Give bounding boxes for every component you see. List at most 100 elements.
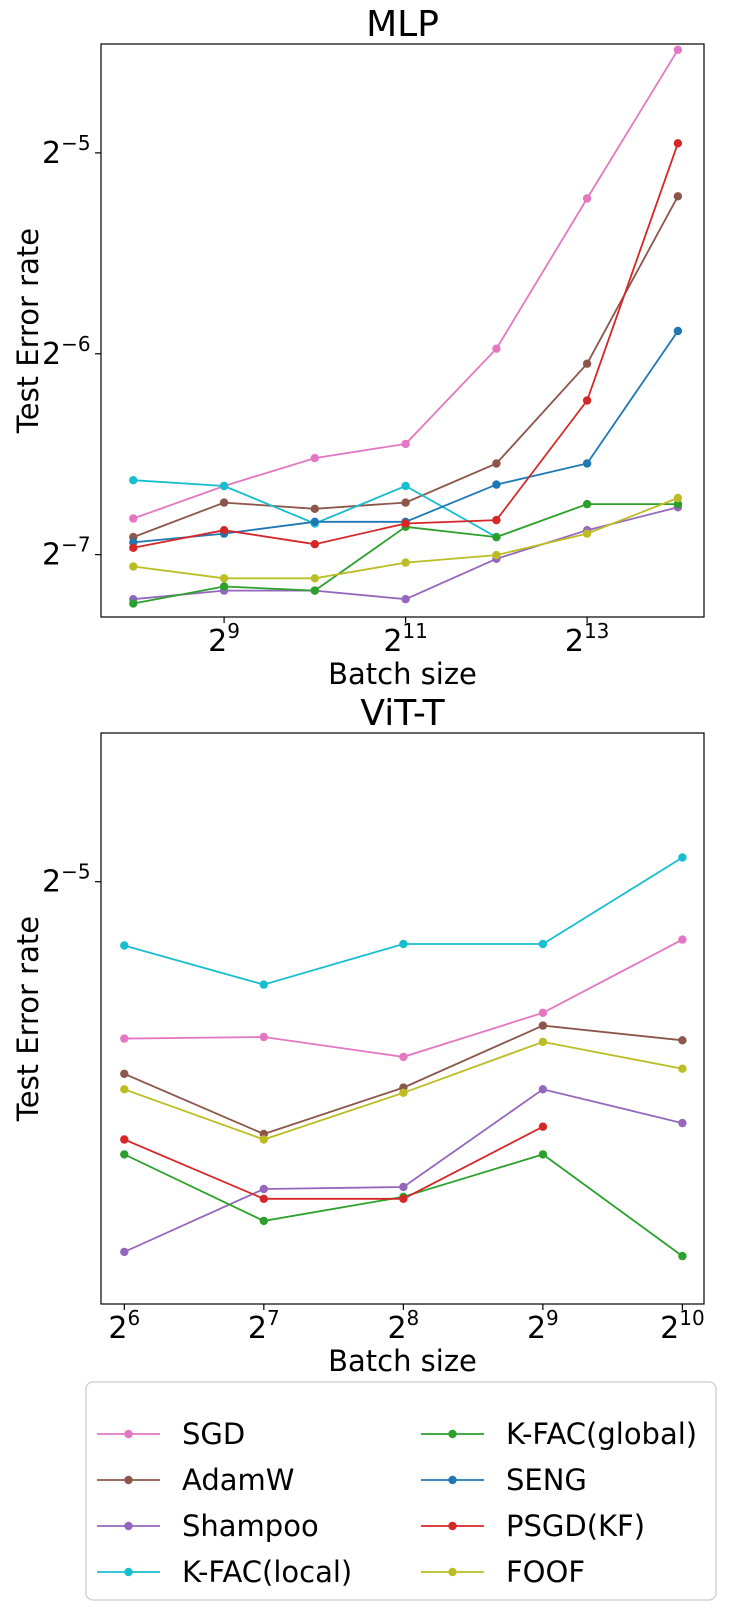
vit-line-k-fac-local bbox=[124, 856, 683, 986]
mlp-ytick-label: 2−5 bbox=[42, 131, 91, 171]
mlp-point-psgd-kf-16384 bbox=[673, 139, 683, 148]
vit-point-sgd-128 bbox=[259, 1032, 268, 1042]
vit-xtick-label: 29 bbox=[527, 1306, 559, 1346]
mlp-series-adamw bbox=[129, 192, 683, 542]
legend-marker bbox=[448, 1475, 457, 1485]
mlp-point-k-fac-global-512 bbox=[219, 582, 229, 591]
vit-point-k-fac-global-1024 bbox=[678, 1251, 687, 1261]
vit-point-foof-512 bbox=[538, 1037, 548, 1047]
mlp-point-adamw-8192 bbox=[582, 359, 592, 368]
vit-point-k-fac-local-256 bbox=[399, 939, 408, 949]
mlp-point-foof-2048 bbox=[401, 558, 410, 567]
legend-item-seng: SENG bbox=[421, 1463, 587, 1497]
mlp-x-axis-label: Batch size bbox=[328, 657, 477, 691]
legend-label: K-FAC(local) bbox=[182, 1555, 352, 1589]
legend-item-shampoo: Shampoo bbox=[97, 1509, 319, 1543]
mlp-point-k-fac-global-256 bbox=[129, 599, 138, 608]
mlp-series-seng bbox=[129, 326, 683, 547]
legend-item-psgd-kf: PSGD(KF) bbox=[421, 1509, 645, 1543]
legend-label: FOOF bbox=[506, 1555, 585, 1589]
mlp-ytick-label: 2−7 bbox=[42, 533, 91, 573]
mlp-point-k-fac-global-1024 bbox=[310, 586, 319, 595]
vit-point-sgd-64 bbox=[120, 1034, 129, 1043]
mlp-point-sgd-8192 bbox=[582, 194, 592, 203]
vit-point-shampoo-128 bbox=[259, 1184, 268, 1194]
vit-series-psgd-kf bbox=[120, 1122, 548, 1204]
legend-label: K-FAC(global) bbox=[506, 1417, 697, 1451]
vit-point-adamw-512 bbox=[538, 1021, 548, 1030]
vit-point-sgd-256 bbox=[399, 1052, 408, 1062]
mlp-point-foof-1024 bbox=[310, 574, 319, 583]
vit-series-k-fac-global bbox=[120, 1150, 687, 1261]
vit-point-k-fac-local-512 bbox=[538, 939, 548, 949]
legend-marker bbox=[124, 1521, 133, 1531]
mlp-point-psgd-kf-1024 bbox=[310, 540, 319, 549]
mlp-point-foof-16384 bbox=[673, 493, 683, 503]
vit-point-shampoo-512 bbox=[538, 1085, 548, 1094]
vit-point-psgd-kf-128 bbox=[259, 1194, 268, 1204]
legend-item-adamw: AdamW bbox=[97, 1463, 294, 1497]
vit-point-k-fac-local-128 bbox=[259, 980, 268, 989]
mlp-point-sgd-1024 bbox=[310, 453, 319, 463]
mlp-point-foof-8192 bbox=[582, 529, 592, 538]
mlp-point-foof-512 bbox=[219, 574, 229, 583]
mlp-point-k-fac-global-16384 bbox=[673, 499, 683, 509]
vit-point-psgd-kf-64 bbox=[120, 1135, 129, 1144]
mlp-point-psgd-kf-2048 bbox=[401, 519, 410, 528]
vit-series-foof bbox=[120, 1037, 687, 1144]
mlp-point-k-fac-local-512 bbox=[219, 481, 229, 491]
vit-xtick-label: 26 bbox=[108, 1306, 140, 1346]
vit-point-k-fac-local-64 bbox=[120, 941, 129, 950]
legend: SGD AdamW Shampoo K-FAC(local) K-FAC(global)… bbox=[85, 1381, 717, 1601]
mlp-point-seng-8192 bbox=[582, 459, 592, 468]
legend-frame bbox=[85, 1381, 717, 1601]
mlp-point-psgd-kf-512 bbox=[219, 526, 229, 535]
vit-point-shampoo-64 bbox=[120, 1247, 129, 1257]
legend-label: SGD bbox=[182, 1417, 245, 1451]
vit-xtick-label: 27 bbox=[248, 1306, 280, 1346]
mlp-series-sgd bbox=[129, 45, 683, 523]
vit-point-sgd-512 bbox=[538, 1008, 548, 1017]
vit-xtick-label: 210 bbox=[660, 1306, 705, 1346]
vit-point-sgd-1024 bbox=[678, 935, 687, 944]
legend-label: PSGD(KF) bbox=[506, 1509, 645, 1543]
vit-point-k-fac-global-64 bbox=[120, 1150, 129, 1159]
vit-y-axis-label: Test Error rate bbox=[11, 916, 45, 1122]
vit-line-shampoo bbox=[123, 1088, 683, 1253]
vit-series-shampoo bbox=[120, 1085, 687, 1257]
vit-point-shampoo-256 bbox=[399, 1182, 408, 1192]
mlp-xtick-label: 29 bbox=[208, 619, 240, 659]
vit-xtick-label: 28 bbox=[387, 1306, 419, 1346]
mlp-ytick-label: 2−6 bbox=[42, 332, 91, 372]
legend-item-sgd: SGD bbox=[97, 1417, 245, 1451]
legend-item-k-fac-global: K-FAC(global) bbox=[421, 1417, 697, 1451]
legend-item-foof: FOOF bbox=[421, 1555, 585, 1589]
mlp-series-psgd-kf bbox=[129, 139, 683, 552]
legend-label: SENG bbox=[506, 1463, 587, 1497]
mlp-point-seng-16384 bbox=[673, 326, 683, 336]
legend-label: AdamW bbox=[182, 1463, 294, 1497]
legend-marker bbox=[124, 1475, 133, 1485]
mlp-point-k-fac-global-8192 bbox=[582, 499, 592, 509]
legend-label: Shampoo bbox=[182, 1509, 319, 1543]
vit-point-adamw-64 bbox=[120, 1069, 129, 1079]
vit-point-foof-64 bbox=[120, 1085, 129, 1094]
mlp-point-adamw-4096 bbox=[492, 459, 501, 468]
vit-point-psgd-kf-256 bbox=[399, 1194, 408, 1204]
mlp-point-psgd-kf-256 bbox=[129, 543, 138, 552]
mlp-point-foof-256 bbox=[129, 562, 138, 571]
mlp-point-sgd-4096 bbox=[492, 344, 501, 353]
mlp-point-adamw-512 bbox=[219, 498, 229, 507]
mlp-point-k-fac-local-256 bbox=[129, 476, 138, 485]
mlp-point-adamw-16384 bbox=[673, 192, 683, 201]
legend-marker bbox=[448, 1429, 457, 1439]
vit-x-axis-label: Batch size bbox=[328, 1344, 477, 1378]
vit-line-sgd bbox=[124, 938, 683, 1058]
mlp-chart-title: MLP bbox=[366, 4, 439, 45]
vit-series-adamw bbox=[120, 1021, 687, 1139]
mlp-line-sgd bbox=[132, 49, 679, 520]
vit-series-sgd bbox=[120, 935, 687, 1062]
mlp-y-axis-label: Test Error rate bbox=[11, 228, 45, 434]
legend-item-k-fac-local: K-FAC(local) bbox=[97, 1555, 352, 1589]
